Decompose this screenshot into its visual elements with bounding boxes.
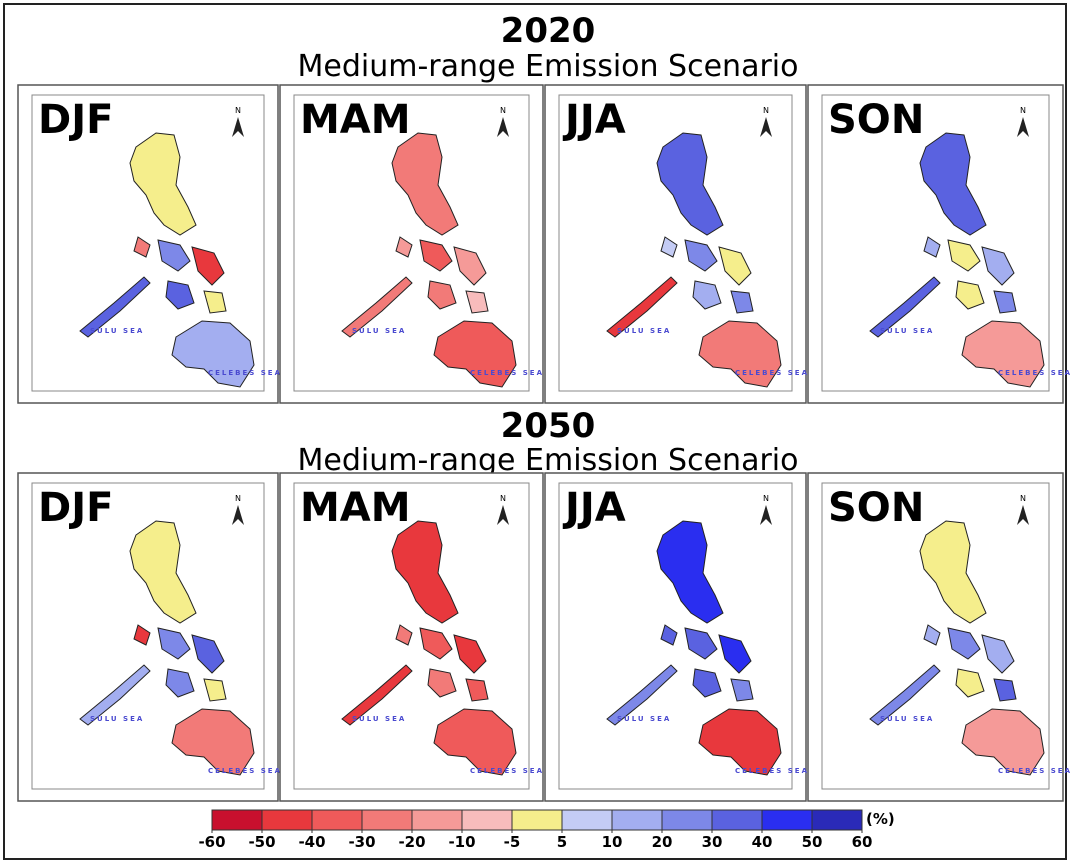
sea-label: CELEBES SEA (735, 767, 809, 775)
sea-label: CELEBES SEA (208, 767, 282, 775)
colorbar-label: -20 (398, 833, 425, 851)
map-panel: DJF N SULU SEA CELEBES SEA (18, 473, 282, 801)
colorbar-bin (412, 810, 462, 830)
colorbar-label: 20 (652, 833, 673, 851)
sea-label: CELEBES SEA (998, 767, 1070, 775)
colorbar-bin (812, 810, 862, 830)
map-panel: DJF N SULU SEA CELEBES SEA (18, 85, 282, 403)
colorbar-bin (662, 810, 712, 830)
season-label: SON (828, 485, 924, 531)
colorbar-label: -40 (298, 833, 325, 851)
north-label: N (763, 106, 769, 115)
season-label: MAM (300, 485, 411, 531)
season-label: MAM (300, 97, 411, 143)
colorbar-bin (262, 810, 312, 830)
map-panel: JJA N SULU SEA CELEBES SEA (545, 85, 809, 403)
north-label: N (1020, 106, 1026, 115)
colorbar-label: -10 (448, 833, 475, 851)
colorbar-label: 60 (852, 833, 873, 851)
scenario-title: Medium-range Emission Scenario (298, 49, 799, 84)
colorbar-label: -30 (348, 833, 375, 851)
sea-label: CELEBES SEA (470, 369, 544, 377)
sea-label: SULU SEA (352, 327, 406, 335)
north-label: N (500, 494, 506, 503)
figure: 2020Medium-range Emission Scenario DJF N SU… (0, 0, 1070, 863)
map-panel: SON N SULU SEA CELEBES SEA (808, 473, 1070, 801)
colorbar-bin (212, 810, 262, 830)
colorbar-bin (362, 810, 412, 830)
season-label: DJF (38, 97, 113, 143)
season-label: JJA (562, 485, 626, 531)
sea-label: CELEBES SEA (470, 767, 544, 775)
north-label: N (763, 494, 769, 503)
colorbar-label: 5 (557, 833, 567, 851)
sea-label: SULU SEA (90, 715, 144, 723)
colorbar-label: 10 (602, 833, 623, 851)
colorbar-bin (312, 810, 362, 830)
season-label: SON (828, 97, 924, 143)
sea-label: CELEBES SEA (208, 369, 282, 377)
sea-label: SULU SEA (617, 327, 671, 335)
north-label: N (235, 494, 241, 503)
colorbar-bin (612, 810, 662, 830)
colorbar-unit: (%) (866, 810, 895, 828)
year-title: 2050 (501, 406, 596, 446)
sea-label: CELEBES SEA (998, 369, 1070, 377)
sea-label: SULU SEA (617, 715, 671, 723)
map-panel: SON N SULU SEA CELEBES SEA (808, 85, 1070, 403)
colorbar-label: -5 (504, 833, 521, 851)
sea-label: CELEBES SEA (735, 369, 809, 377)
sea-label: SULU SEA (880, 715, 934, 723)
map-panel: MAM N SULU SEA CELEBES SEA (280, 473, 544, 801)
colorbar-bin (762, 810, 812, 830)
sea-label: SULU SEA (880, 327, 934, 335)
north-label: N (235, 106, 241, 115)
map-panel: MAM N SULU SEA CELEBES SEA (280, 85, 544, 403)
sea-label: SULU SEA (352, 715, 406, 723)
map-panel: JJA N SULU SEA CELEBES SEA (545, 473, 809, 801)
north-label: N (1020, 494, 1026, 503)
colorbar-label: 40 (752, 833, 773, 851)
colorbar-label: -60 (198, 833, 225, 851)
colorbar-label: 50 (802, 833, 823, 851)
colorbar-label: -50 (248, 833, 275, 851)
season-label: DJF (38, 485, 113, 531)
season-label: JJA (562, 97, 626, 143)
sea-label: SULU SEA (90, 327, 144, 335)
year-title: 2020 (501, 11, 596, 51)
colorbar-bin (562, 810, 612, 830)
colorbar-label: 30 (702, 833, 723, 851)
colorbar-bin (712, 810, 762, 830)
north-label: N (500, 106, 506, 115)
colorbar-bin (512, 810, 562, 830)
colorbar-bin (462, 810, 512, 830)
